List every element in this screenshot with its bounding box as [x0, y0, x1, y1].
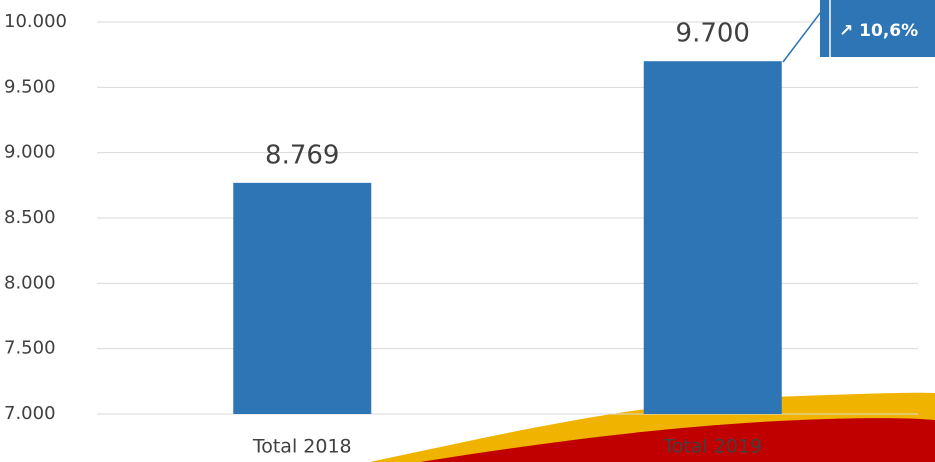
bar	[643, 61, 782, 414]
value-label: 9.700	[676, 19, 750, 49]
decoration	[370, 392, 935, 462]
value-label: 8.769	[265, 140, 339, 170]
y-tick-label: 9.500	[4, 76, 56, 97]
annotation-box	[820, 0, 935, 57]
y-tick-label: 7.500	[4, 338, 56, 359]
y-tick-label: 8.000	[4, 272, 56, 293]
y-tick-label: 7.000	[4, 403, 56, 424]
x-tick-label: Total 2019	[662, 436, 762, 458]
y-tick-label: 8.500	[4, 207, 56, 228]
marks: Total 2018 8.769 Total 2019 9.700	[233, 19, 782, 458]
annotation: ↗ 10,6%	[839, 21, 918, 41]
bar	[233, 182, 372, 414]
x-tick-label: Total 2018	[252, 436, 352, 458]
y-tick-label: 10.000	[4, 11, 67, 32]
y-tick-label: 9.000	[4, 142, 56, 163]
